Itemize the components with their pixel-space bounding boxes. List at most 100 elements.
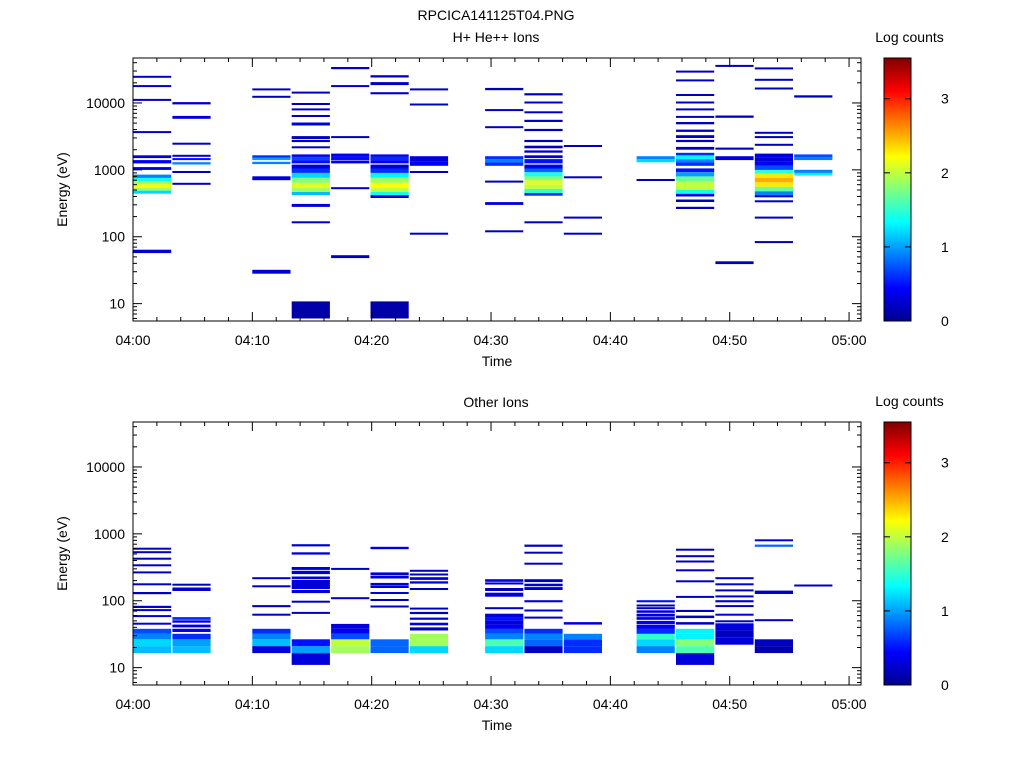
heatmap-cell xyxy=(331,136,370,139)
heatmap-cell xyxy=(370,592,409,594)
colorbar-tick-label: 1 xyxy=(941,239,949,255)
heatmap-cell xyxy=(370,182,409,188)
heatmap-cell xyxy=(409,232,449,235)
heatmap-cell xyxy=(636,600,675,603)
heatmap-cell xyxy=(133,155,172,159)
heatmap-cell xyxy=(291,301,330,319)
heatmap-cell xyxy=(754,191,793,196)
heatmap-cell xyxy=(754,153,793,158)
y-tick-label: 100 xyxy=(102,593,126,609)
heatmap-cell xyxy=(291,570,330,575)
heatmap-cell xyxy=(676,615,715,619)
y-tick-label: 10000 xyxy=(86,459,125,475)
heatmap-cell xyxy=(754,186,793,192)
heatmap-cell xyxy=(636,624,675,629)
heatmap-cell xyxy=(563,633,602,640)
heatmap-cell xyxy=(133,605,172,608)
heatmap-cell xyxy=(754,216,793,219)
heatmap-cell xyxy=(291,136,330,139)
heatmap-cell xyxy=(370,177,409,183)
heatmap-cell xyxy=(636,646,675,654)
heatmap-cell xyxy=(485,230,524,233)
heatmap-cell xyxy=(676,115,715,118)
heatmap-cell xyxy=(636,639,675,647)
heatmap-cell xyxy=(133,190,172,194)
x-tick-label: 04:00 xyxy=(115,332,150,348)
heatmap-cell xyxy=(715,630,754,638)
heatmap-cell xyxy=(409,88,449,91)
panel-title: H+ He++ Ions xyxy=(453,29,540,45)
heatmap-cell xyxy=(636,607,675,610)
heatmap-cell xyxy=(524,172,563,177)
heatmap-cell xyxy=(754,592,793,594)
heatmap-cell xyxy=(291,639,330,647)
heatmap-cell xyxy=(636,617,675,620)
heatmap-cell xyxy=(370,92,409,95)
heatmap-cell xyxy=(715,595,754,598)
colorbar-ticks: 0 1 2 3 xyxy=(884,455,949,693)
heatmap-cell xyxy=(715,156,754,161)
heatmap-cell xyxy=(409,627,449,631)
colorbar-tick-label: 2 xyxy=(941,165,949,181)
colorbar-tick-label: 1 xyxy=(941,603,949,619)
heatmap-cell xyxy=(485,607,524,610)
heatmap-cell xyxy=(676,628,715,634)
x-tick-label: 04:50 xyxy=(712,332,747,348)
heatmap-cell xyxy=(754,590,793,593)
heatmap-cell xyxy=(715,577,754,580)
x-axis-label: Time xyxy=(482,353,513,369)
heatmap-cell xyxy=(291,172,330,178)
heatmap-cell xyxy=(524,145,563,149)
heatmap-cell xyxy=(676,152,715,156)
heatmap-cell xyxy=(252,269,291,274)
x-axis: 04:00 04:10 04:20 04:30 04:40 04:50 05:00 xyxy=(115,58,867,348)
heatmap-cell xyxy=(636,179,675,181)
heatmap-cell xyxy=(133,131,172,134)
heatmap-cell xyxy=(754,241,793,244)
y-axis-label: Energy (eV) xyxy=(54,516,70,591)
heatmap-cell xyxy=(485,620,524,625)
heatmap-cell xyxy=(676,633,715,640)
x-tick-label: 04:30 xyxy=(474,696,509,712)
heatmap-cell xyxy=(172,583,211,586)
heatmap-cell xyxy=(172,154,211,157)
heatmap-cell xyxy=(133,633,172,640)
heatmap-cell xyxy=(676,94,715,96)
heatmap-cell xyxy=(563,216,602,219)
heatmap-cell xyxy=(133,639,172,647)
heatmap-cell xyxy=(409,607,449,610)
heatmap-cell xyxy=(524,159,563,164)
colorbar-label: Log counts xyxy=(875,29,944,45)
x-tick-label: 04:30 xyxy=(474,332,509,348)
heatmap-cell xyxy=(676,139,715,143)
heatmap-cell xyxy=(524,184,563,189)
heatmap-cell xyxy=(524,119,563,122)
heatmap-cell xyxy=(485,87,524,91)
heatmap-cell xyxy=(563,639,602,647)
heatmap-cell xyxy=(370,195,409,198)
heatmap-cell xyxy=(409,171,449,173)
heatmap-cell xyxy=(485,624,524,629)
heatmap-cell xyxy=(524,188,563,193)
heatmap-cell xyxy=(485,617,524,621)
heatmap-cell xyxy=(524,616,563,619)
x-tick-label: 04:20 xyxy=(354,696,389,712)
heatmap-cell xyxy=(291,552,330,555)
heatmap-cell xyxy=(409,622,449,626)
heatmap-cell xyxy=(252,585,291,588)
heatmap-cell xyxy=(252,613,291,616)
heatmap-cell xyxy=(331,597,370,600)
heatmap-cell xyxy=(715,261,754,265)
colorbar-gradient xyxy=(883,57,912,322)
heatmap-cell xyxy=(331,623,370,629)
heatmap-cell xyxy=(133,557,172,560)
heatmap-cell xyxy=(252,176,291,181)
heatmap-cell xyxy=(676,181,715,186)
heatmap-cell xyxy=(524,128,563,132)
heatmap-cell xyxy=(676,159,715,163)
heatmap-cell xyxy=(676,622,715,625)
heatmap-cell xyxy=(485,162,524,166)
x-axis-label: Time xyxy=(482,717,513,733)
colorbar-tick-label: 0 xyxy=(941,313,949,329)
